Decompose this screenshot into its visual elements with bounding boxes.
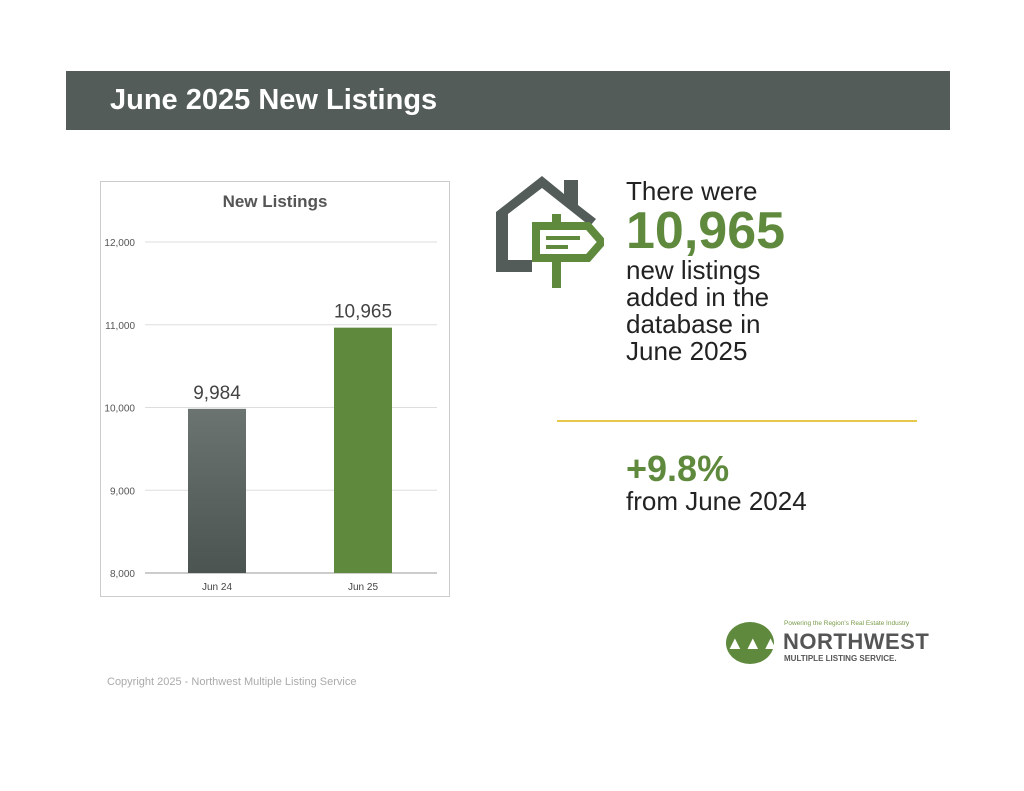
logo-tagline: Powering the Region's Real Estate Indust…: [784, 620, 910, 627]
house-signpost-icon: [496, 176, 604, 288]
summary-line: June 2025: [626, 336, 748, 366]
y-tick-label: 11,000: [105, 321, 135, 332]
summary-text: There were 10,965 new listings added in …: [626, 178, 785, 365]
y-tick-label: 8,000: [110, 569, 135, 580]
x-tick-label: Jun 24: [202, 582, 232, 593]
summary-line: added in the: [626, 282, 770, 312]
listings-value: 10,965: [626, 202, 786, 260]
summary-line: There were: [626, 176, 758, 206]
chart-title: New Listings: [222, 192, 328, 211]
summary-line: new listings: [626, 255, 761, 285]
change-value: +9.8%: [626, 448, 730, 489]
divider: [557, 420, 917, 422]
y-tick-label: 9,000: [110, 486, 135, 497]
bar-jun-25: [334, 327, 392, 573]
change-label: from June 2024: [626, 486, 807, 516]
change-block: +9.8% from June 2024: [626, 450, 807, 515]
x-tick-label: Jun 25: [348, 582, 378, 593]
logo-trees-icon: ▲▲▲: [726, 622, 779, 664]
page-title: June 2025 New Listings: [110, 84, 438, 116]
y-tick-label: 12,000: [104, 238, 135, 249]
data-label: 9,984: [193, 383, 241, 404]
title-bar: [66, 71, 950, 130]
copyright: Copyright 2025 - Northwest Multiple List…: [107, 676, 357, 688]
bar-jun-24: [188, 408, 246, 573]
nwmls-logo: ▲▲▲ Powering the Region's Real Estate In…: [726, 620, 930, 668]
chart-frame: [100, 181, 450, 597]
summary-line: database in: [626, 309, 761, 339]
data-label: 10,965: [334, 302, 392, 323]
logo-sub: MULTIPLE LISTING SERVICE.: [784, 654, 897, 663]
logo-name: NORTHWEST: [783, 629, 930, 654]
y-tick-label: 10,000: [104, 404, 135, 415]
